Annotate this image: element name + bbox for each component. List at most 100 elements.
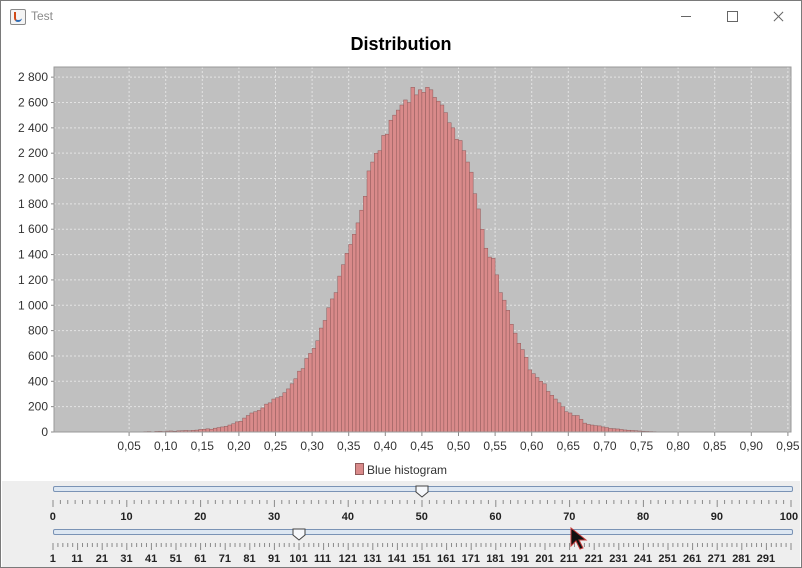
histogram-bar — [256, 410, 262, 433]
slider-tick-label: 251 — [658, 553, 677, 565]
histogram-bar — [600, 426, 606, 433]
x-tick-label: 0,30 — [300, 439, 324, 453]
histogram-bar — [377, 150, 382, 433]
slider-tick-label: 101 — [289, 553, 308, 565]
slider-tick-label: 201 — [535, 553, 554, 565]
histogram-bar — [330, 298, 335, 433]
java-app-icon — [10, 9, 26, 25]
histogram-bar — [319, 327, 324, 433]
histogram-bar — [399, 104, 404, 433]
histogram-bar — [564, 411, 569, 433]
histogram-bar — [421, 92, 426, 433]
histogram-bar — [571, 415, 576, 433]
histogram-bar — [374, 152, 379, 433]
minimize-button[interactable] — [663, 1, 709, 31]
histogram-bar — [461, 150, 467, 433]
histogram-bar — [524, 356, 529, 433]
histogram-bar — [498, 292, 503, 433]
histogram-bar — [267, 402, 273, 433]
slider-tick-label: 41 — [145, 553, 158, 565]
histogram-bar — [568, 412, 573, 433]
histogram-bar — [546, 391, 551, 433]
slider-tick-label: 31 — [120, 553, 133, 565]
histogram-bar — [363, 196, 368, 433]
x-tick-label: 0,90 — [740, 439, 764, 453]
histogram-bar — [403, 99, 408, 433]
slider-tick-label: 1 — [49, 553, 56, 565]
histogram-bar — [465, 161, 470, 433]
histogram-bar — [396, 109, 401, 433]
histogram-bar — [348, 244, 353, 433]
histogram-bar — [557, 402, 562, 433]
slider-tick-label: 21 — [95, 553, 109, 565]
slider-2-thumb[interactable] — [292, 528, 306, 541]
histogram-bar — [472, 193, 478, 433]
histogram-bar — [326, 307, 331, 433]
histogram-bar — [425, 87, 430, 433]
slider-tick-label: 60 — [489, 511, 502, 523]
slider-tick-label: 141 — [387, 553, 407, 565]
slider-tick-label: 161 — [437, 553, 456, 565]
slider-tick-label: 50 — [415, 511, 428, 523]
chart-title: Distribution — [350, 34, 452, 54]
histogram-bar — [289, 383, 295, 433]
legend-swatch — [354, 463, 364, 475]
x-tick-label: 0,65 — [557, 439, 581, 453]
histogram-bar — [385, 133, 390, 433]
close-button[interactable] — [755, 1, 801, 31]
slider-tick-label: 91 — [268, 553, 281, 565]
histogram-bar — [253, 411, 258, 433]
y-tick-label: 0 — [41, 425, 48, 439]
histogram-bar — [304, 358, 309, 433]
histogram-bar — [260, 407, 265, 433]
minimize-icon — [681, 16, 691, 17]
histogram-bar — [238, 420, 243, 433]
slider-tick-label: 231 — [609, 553, 628, 565]
histogram-bar — [593, 425, 598, 433]
plot-border — [53, 66, 792, 433]
histogram-bar — [282, 392, 287, 433]
chart-legend: Blue histogram — [2, 463, 800, 477]
chart-panel: Distribution 0 200 400 600 800 1 000 1 200 1 40… — [2, 31, 800, 481]
x-tick-label: 0,95 — [776, 439, 800, 453]
slider-tick-label: 20 — [194, 511, 207, 523]
histogram-bar — [286, 388, 291, 433]
histogram-bar — [264, 403, 269, 433]
slider-2-track[interactable] — [53, 529, 793, 535]
slider-panel: 0 10 20 30 40 50 60 70 80 90 100 1 11 21 31 41 51 61 71 81 9… — [2, 481, 800, 567]
histogram-bar — [231, 423, 236, 433]
histogram-bar — [538, 381, 543, 433]
histogram-bar — [527, 369, 532, 433]
histogram-bar — [487, 256, 492, 433]
histogram-bar — [494, 274, 500, 433]
histogram-bar — [388, 119, 393, 433]
maximize-button[interactable] — [709, 1, 755, 31]
histogram-bar — [311, 348, 317, 433]
slider-tick-label: 291 — [756, 553, 776, 565]
histogram-bar — [359, 209, 364, 433]
histogram-bar — [491, 258, 496, 433]
title-bar[interactable]: Test — [1, 1, 801, 31]
slider-tick-label: 30 — [268, 511, 281, 523]
slider-1-thumb[interactable] — [415, 485, 429, 498]
histogram-bar — [271, 398, 276, 433]
histogram-bar — [315, 340, 320, 433]
x-tick-label: 0,15 — [191, 439, 215, 453]
histogram-bar — [337, 275, 342, 433]
slider-tick-label: 121 — [338, 553, 357, 565]
histogram-bar — [535, 377, 540, 433]
slider-tick-label: 0 — [49, 511, 56, 523]
histogram-bar — [344, 253, 349, 433]
histogram-bar — [392, 114, 397, 433]
slider-tick-label: 241 — [633, 553, 653, 565]
x-tick-label: 0,35 — [337, 439, 361, 453]
histogram-bar — [553, 398, 558, 433]
slider-tick-label: 261 — [683, 553, 702, 565]
x-tick-label: 0,60 — [520, 439, 544, 453]
histogram-bar — [476, 208, 481, 433]
x-tick-label: 0,05 — [117, 439, 141, 453]
histogram-bar — [516, 343, 521, 433]
histogram-bar — [355, 222, 360, 433]
histogram-bar — [586, 424, 591, 433]
